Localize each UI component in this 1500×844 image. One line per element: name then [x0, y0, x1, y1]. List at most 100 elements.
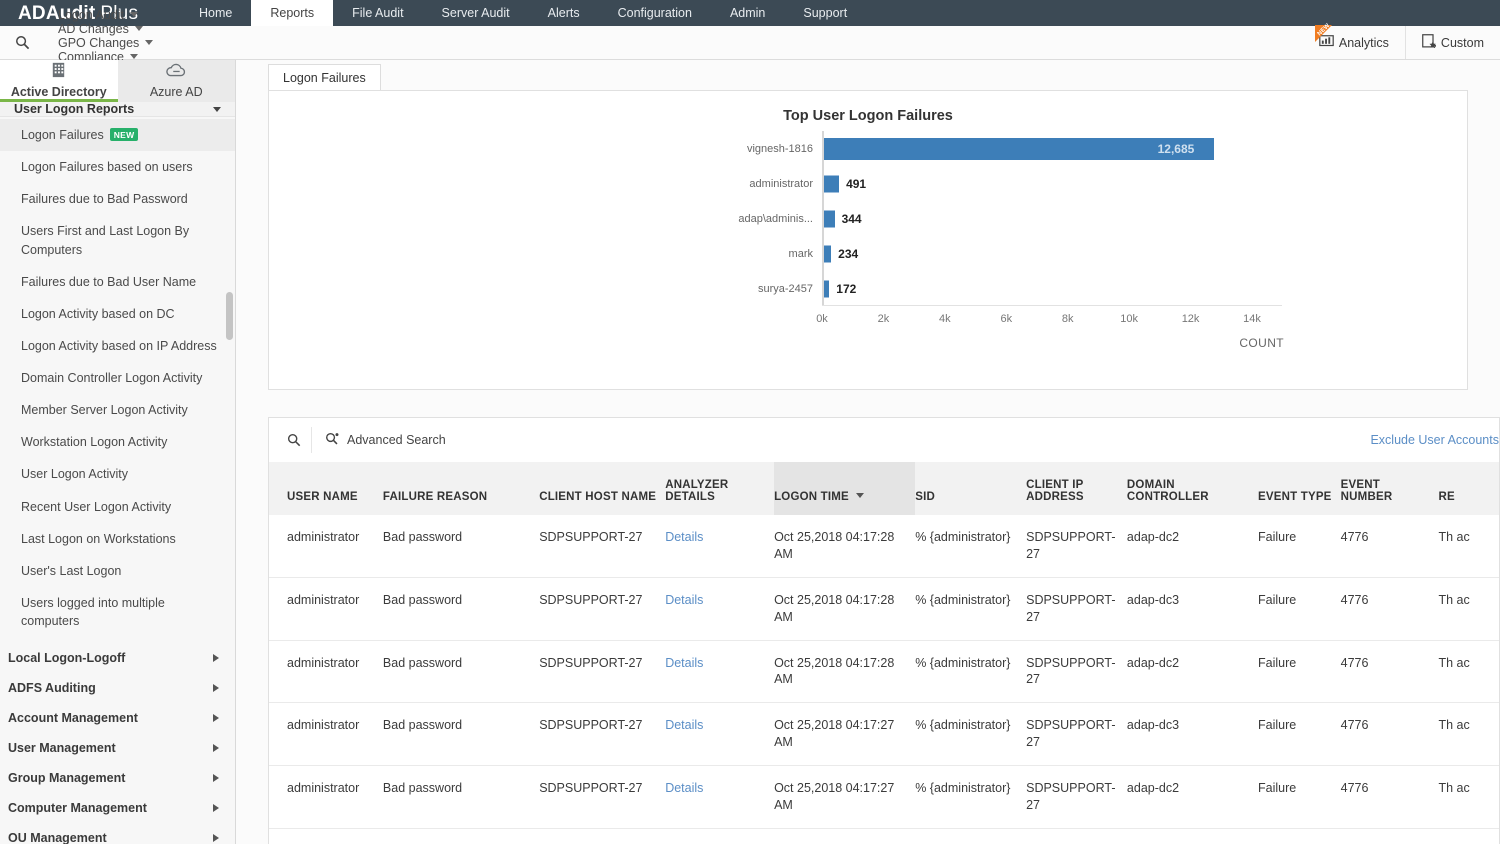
sidebar-report-member-server-logon-activity[interactable]: Member Server Logon Activity: [0, 394, 235, 426]
cell-value: 4776: [1340, 592, 1369, 607]
cell-logon-time: Oct 25,2018 04:17:28 AM: [774, 577, 916, 641]
cell-value: Failure: [1257, 718, 1297, 733]
subnav-item-logon-audit[interactable]: Logon Audit: [44, 8, 185, 22]
cell-value: SDPSUPPORT-27: [539, 530, 643, 544]
tab-azure-ad[interactable]: Azure AD: [118, 60, 236, 102]
column-header-event-number[interactable]: EVENT NUMBER: [1340, 462, 1439, 515]
x-tick-label: 2k: [877, 313, 890, 325]
cell-value: % {administrator}: [915, 592, 1011, 607]
sidebar-group-user-management[interactable]: User Management: [0, 733, 235, 763]
sidebar-scrollbar-thumb[interactable]: [226, 292, 233, 340]
toolbar-button-label: Custom: [1440, 35, 1484, 50]
column-header-client-host-name[interactable]: CLIENT HOST NAME: [539, 462, 666, 515]
bar[interactable]: [824, 175, 840, 192]
sidebar-report-failures-due-to-bad-user-name[interactable]: Failures due to Bad User Name: [0, 266, 235, 298]
column-header-failure-reason[interactable]: FAILURE REASON: [382, 462, 540, 515]
bar[interactable]: [824, 137, 1214, 160]
cell-analyzer-details[interactable]: Details: [665, 765, 775, 829]
advanced-search-button[interactable]: Advanced Search: [311, 427, 446, 453]
sidebar-report-domain-controller-logon-activity[interactable]: Domain Controller Logon Activity: [0, 362, 235, 394]
sidebar-report-last-logon-on-workstations[interactable]: Last Logon on Workstations: [0, 523, 235, 555]
sidebar-group-account-management[interactable]: Account Management: [0, 703, 235, 733]
cell-analyzer-details[interactable]: Details: [665, 702, 775, 766]
cell-analyzer-details[interactable]: Details: [665, 577, 775, 641]
cell-analyzer-details[interactable]: Details: [665, 640, 775, 704]
tab-logon-failures[interactable]: Logon Failures: [268, 64, 381, 90]
sidebar-report-failures-due-to-bad-password[interactable]: Failures due to Bad Password: [0, 183, 235, 215]
x-tick-label: 0k: [816, 313, 828, 325]
sidebar-report-label: Recent User Logon Activity: [21, 499, 172, 514]
subnav-item-ad-changes[interactable]: AD Changes: [44, 22, 185, 36]
sidebar-section-header[interactable]: User Logon Reports: [0, 102, 235, 117]
toolbar-button-custom[interactable]: Custom: [1404, 26, 1500, 59]
topnav-item-admin[interactable]: Admin: [729, 6, 766, 20]
sidebar-report-workstation-logon-activity[interactable]: Workstation Logon Activity: [0, 426, 235, 458]
tab-active-directory[interactable]: Active Directory: [0, 60, 118, 102]
topnav-item-reports[interactable]: Reports: [251, 0, 334, 26]
search-icon[interactable]: [0, 35, 44, 50]
column-header-client-ip-address[interactable]: CLIENT IP ADDRESS: [1026, 462, 1127, 515]
column-header-user-name[interactable]: USER NAME: [269, 462, 383, 515]
cell-value: 4776: [1340, 718, 1369, 733]
sidebar-group-ou-management[interactable]: OU Management: [0, 823, 235, 844]
exclude-user-accounts-link[interactable]: Exclude User Accounts: [1370, 433, 1499, 447]
topnav-item-server-audit[interactable]: Server Audit: [441, 6, 510, 20]
sidebar-report-recent-user-logon-activity[interactable]: Recent User Logon Activity: [0, 491, 235, 523]
column-header-sid[interactable]: SID: [915, 462, 1027, 515]
sidebar-report-logon-failures[interactable]: Logon Failures NEW: [0, 119, 235, 152]
column-header-label: ANALYZER DETAILS: [665, 479, 729, 503]
column-header-domain-controller[interactable]: DOMAIN CONTROLLER: [1126, 462, 1258, 515]
column-header-analyzer-details[interactable]: ANALYZER DETAILS: [665, 462, 775, 515]
details-link[interactable]: Details: [665, 530, 704, 544]
sidebar-group-label: Computer Management: [8, 801, 147, 816]
sidebar-group-adfs-auditing[interactable]: ADFS Auditing: [0, 673, 235, 703]
cell-event-type: Failure: [1257, 577, 1341, 641]
bar[interactable]: [824, 245, 832, 262]
bar[interactable]: [824, 210, 835, 227]
sidebar-group-local-logon-logoff[interactable]: Local Logon-Logoff: [0, 643, 235, 673]
bar[interactable]: [824, 280, 830, 297]
toolbar-button-analytics[interactable]: NEW Analytics: [1303, 23, 1405, 59]
chevron-down-icon: [130, 12, 139, 17]
topnav-item-alerts[interactable]: Alerts: [547, 6, 580, 20]
cell-event-number: 4776: [1340, 828, 1439, 844]
cell-value: Failure: [1257, 655, 1297, 670]
x-axis-line: [822, 305, 1282, 306]
sidebar-group-group-management[interactable]: Group Management: [0, 763, 235, 793]
subnav-item-gpo-changes[interactable]: GPO Changes: [44, 36, 185, 50]
details-link[interactable]: Details: [665, 781, 704, 795]
topnav-item-file-audit[interactable]: File Audit: [352, 6, 404, 20]
cell-event-number: 4776: [1340, 765, 1439, 829]
column-header-logon-time[interactable]: LOGON TIME: [774, 462, 916, 515]
cell-reason: Th ac: [1438, 640, 1499, 704]
chevron-down-icon: [213, 106, 221, 112]
sidebar-report-label: Workstation Logon Activity: [21, 435, 168, 450]
cell-analyzer-details[interactable]: Details: [665, 515, 775, 578]
sidebar-report-users-logged-into-multiple-computers[interactable]: Users logged into multiple computers: [0, 587, 235, 637]
details-link[interactable]: Details: [665, 718, 704, 733]
column-header-event-type[interactable]: EVENT TYPE: [1257, 462, 1341, 515]
details-link[interactable]: Details: [665, 592, 704, 607]
sidebar-report-logon-failures-based-on-users[interactable]: Logon Failures based on users: [0, 151, 235, 183]
topnav-item-home[interactable]: Home: [199, 6, 233, 20]
page-body: Active Directory Azure AD User Logon Rep…: [0, 60, 1500, 844]
topnav-item-configuration[interactable]: Configuration: [617, 6, 692, 20]
sidebar-report-logon-activity-based-on-ip-address[interactable]: Logon Activity based on IP Address: [0, 330, 235, 362]
sidebar-report-user-logon-activity[interactable]: User Logon Activity: [0, 458, 235, 490]
cell-client-ip-address: SDPSUPPORT-27: [1026, 515, 1127, 578]
sidebar-report-users-first-and-last-logon-by-computers[interactable]: Users First and Last Logon By Computers: [0, 215, 235, 265]
search-icon[interactable]: [281, 433, 311, 447]
sidebar-group-computer-management[interactable]: Computer Management: [0, 793, 235, 823]
sidebar-report-user-s-last-logon[interactable]: User's Last Logon: [0, 555, 235, 587]
column-header-re[interactable]: RE: [1438, 462, 1499, 515]
details-link[interactable]: Details: [665, 655, 704, 670]
cell-analyzer-details[interactable]: Details: [665, 828, 775, 844]
topnav-item-support[interactable]: Support: [803, 6, 848, 20]
sidebar-report-logon-activity-based-on-dc[interactable]: Logon Activity based on DC: [0, 298, 235, 330]
